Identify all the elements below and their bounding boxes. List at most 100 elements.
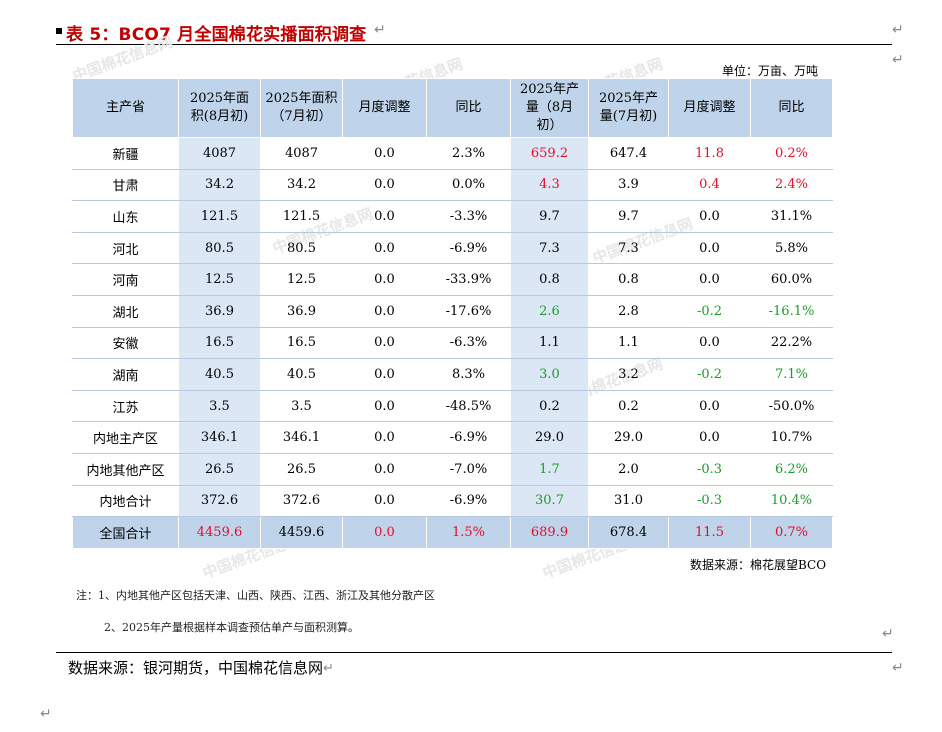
table-cell: 346.1 [260, 421, 343, 454]
figure-source-text: 数据来源：银河期货，中国棉花信息网 [68, 659, 324, 677]
table-cell: 60.0% [750, 263, 833, 296]
table-cell: 346.1 [178, 421, 261, 454]
table-cell: 29.0 [588, 421, 669, 454]
table-cell: 678.4 [588, 516, 669, 549]
table-cell: -33.9% [426, 263, 511, 296]
column-header-line: 2025年产 [598, 91, 659, 106]
table-cell: -3.3% [426, 200, 511, 233]
table-cell: 0.8 [510, 263, 589, 296]
table-cell: 4087 [260, 137, 343, 170]
paragraph-mark-icon: ↵ [40, 706, 52, 722]
table-row: 内地合计 372.6 372.6 0.0 -6.9% 30.7 31.0 -0.3 10.4% [72, 484, 833, 518]
table-cell: 3.2 [588, 358, 669, 391]
column-header: 2025年产 量（8月 初） [510, 78, 589, 138]
column-header-line: 量（8月 [525, 100, 574, 115]
table-cell: -0.2 [668, 358, 751, 391]
table-cell: -0.2 [668, 294, 751, 328]
table-cell: 4087 [178, 137, 261, 170]
column-header-line: 同比 [778, 100, 805, 115]
paragraph-mark-icon: ↵ [892, 660, 904, 676]
paragraph-mark-icon: ↵ [323, 661, 334, 676]
table-row: 内地其他产区 26.5 26.5 0.0 -7.0% 1.7 2.0 -0.3 6.2% [72, 452, 833, 486]
table-cell: 0.0 [342, 326, 427, 360]
table-cell: 0.0 [342, 421, 427, 454]
table-cell: -16.1% [750, 294, 833, 328]
table-header-row: 主产省 2025年面 积(8月初) 2025年面积 （7月初） 月度调整 同比 2025年产量… [72, 78, 833, 138]
table-cell: 1.1 [588, 326, 669, 360]
bottom-rule [56, 652, 892, 653]
table-cell: 0.0 [668, 263, 751, 296]
column-header-line: 量(7月初) [599, 109, 658, 124]
paragraph-mark-icon: ↵ [892, 52, 904, 68]
table-cell: 16.5 [260, 326, 343, 360]
table-cell: 9.7 [588, 200, 669, 233]
top-rule [56, 44, 892, 45]
table-cell: 2.0 [588, 452, 669, 486]
table-row: 湖南 40.5 40.5 0.0 8.3% 3.0 3.2 -0.2 7.1% [72, 358, 833, 391]
column-header-line: 2025年面 [189, 91, 250, 106]
table-cell: 34.2 [178, 168, 261, 202]
table-cell: 0.0 [668, 200, 751, 233]
paragraph-mark-icon: ↵ [882, 626, 894, 642]
table-cell: 6.2% [750, 452, 833, 486]
table-row: 山东 121.5 121.5 0.0 -3.3% 9.7 9.7 0.0 31.1% [72, 200, 833, 233]
table-cell: -6.3% [426, 326, 511, 360]
table-cell: 647.4 [588, 137, 669, 170]
column-header-line: 主产省 [105, 100, 145, 115]
row-label: 新疆 [72, 137, 179, 170]
table-cell: 121.5 [260, 200, 343, 233]
table-cell: 29.0 [510, 421, 589, 454]
table-cell: 11.5 [668, 516, 751, 549]
table-cell: 1.7 [510, 452, 589, 486]
table-body: 新疆 4087 4087 0.0 2.3% 659.2 647.4 11.8 0.2% 甘肃 34.… [72, 137, 833, 549]
table-cell: 5.8% [750, 231, 833, 265]
table-cell: 9.7 [510, 200, 589, 233]
row-label: 内地主产区 [72, 421, 179, 454]
table-cell: 659.2 [510, 137, 589, 170]
area-production-table: 主产省 2025年面 积(8月初) 2025年面积 （7月初） 月度调整 同比 2025年产量… [72, 78, 833, 550]
row-label: 内地其他产区 [72, 452, 179, 486]
table-cell: 26.5 [178, 452, 261, 486]
column-header: 同比 [750, 78, 833, 138]
row-label: 河南 [72, 263, 179, 296]
table-cell: -6.9% [426, 231, 511, 265]
table-cell: -7.0% [426, 452, 511, 486]
table-row: 甘肃 34.2 34.2 0.0 0.0% 4.3 3.9 0.4 2.4% [72, 168, 833, 202]
footnote-2: 2、2025年产量根据样本调查预估单产与面积测算。 [104, 621, 359, 634]
table-cell: 0.7% [750, 516, 833, 549]
table-cell: 0.0 [342, 168, 427, 202]
table-cell: 12.5 [178, 263, 261, 296]
table-cell: 36.9 [178, 294, 261, 328]
table-cell: 0.0 [342, 452, 427, 486]
table-cell: 3.9 [588, 168, 669, 202]
row-label: 安徽 [72, 326, 179, 360]
table-cell: 2.8 [588, 294, 669, 328]
table-cell: 7.3 [510, 231, 589, 265]
table-cell: 11.8 [668, 137, 751, 170]
table-cell: -0.3 [668, 484, 751, 518]
table-cell: -6.9% [426, 484, 511, 518]
table-cell: 31.0 [588, 484, 669, 518]
column-header-line: 2025年面积 [265, 91, 338, 106]
table-row: 安徽 16.5 16.5 0.0 -6.3% 1.1 1.1 0.0 22.2% [72, 326, 833, 360]
column-header: 2025年产 量(7月初) [588, 78, 669, 138]
table-cell: 0.0 [342, 263, 427, 296]
row-label: 山东 [72, 200, 179, 233]
column-header: 主产省 [72, 78, 179, 138]
table-cell: 0.0 [342, 484, 427, 518]
table-cell: 0.0 [668, 326, 751, 360]
table-cell: 372.6 [178, 484, 261, 518]
table-row: 河北 80.5 80.5 0.0 -6.9% 7.3 7.3 0.0 5.8% [72, 231, 833, 265]
table-caption: 表 5：BCO7 月全国棉花实播面积调查 ↵ [56, 18, 892, 45]
row-label: 甘肃 [72, 168, 179, 202]
table-cell: 0.0 [342, 231, 427, 265]
table-cell: 0.2 [510, 389, 589, 423]
paragraph-mark-icon: ↵ [374, 22, 386, 38]
table-cell: 0.0 [342, 200, 427, 233]
table-row: 湖北 36.9 36.9 0.0 -17.6% 2.6 2.8 -0.2 -16.1% [72, 294, 833, 328]
table-cell: 34.2 [260, 168, 343, 202]
table-cell: -6.9% [426, 421, 511, 454]
table-cell: 0.0 [342, 358, 427, 391]
table-cell: 3.5 [178, 389, 261, 423]
table-cell: 0.4 [668, 168, 751, 202]
